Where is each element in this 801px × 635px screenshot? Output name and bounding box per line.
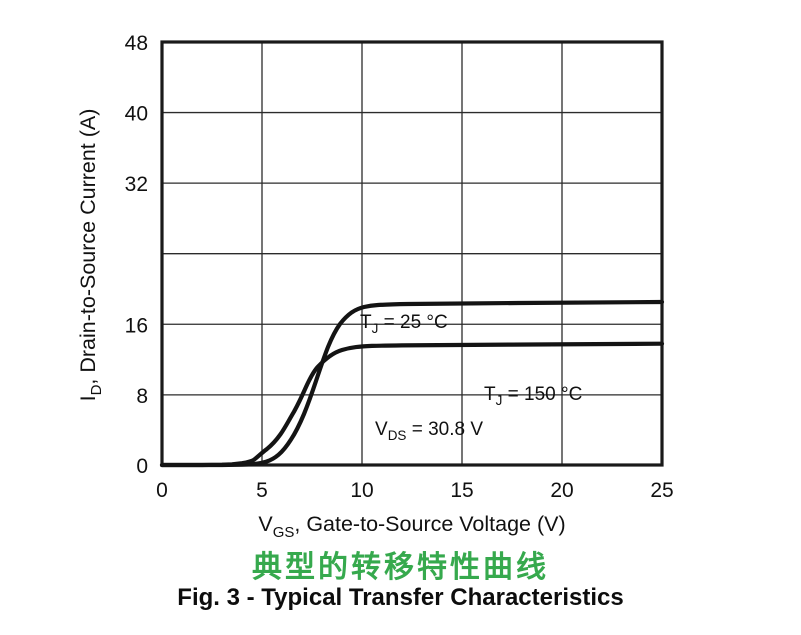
svg-text:ID, Drain-to-Source Current (A: ID, Drain-to-Source Current (A) [76, 109, 105, 402]
y-axis-title-main: I [76, 395, 100, 401]
x-tick-10: 10 [350, 479, 373, 502]
annot-tj150-main: T [484, 384, 496, 405]
y-tick-labels: 48 40 32 16 8 0 [125, 32, 148, 478]
x-tick-25: 25 [650, 479, 673, 502]
annot-vds-sub: DS [388, 428, 407, 443]
y-axis-title: ID, Drain-to-Source Current (A) [76, 109, 105, 402]
annotation-vds: VDS = 30.8 V [375, 419, 483, 443]
x-axis-title-sub: GS [273, 524, 295, 541]
svg-text:VDS = 30.8 V: VDS = 30.8 V [375, 419, 483, 443]
svg-text:TJ = 150 °C: TJ = 150 °C [484, 384, 582, 408]
x-tick-20: 20 [550, 479, 573, 502]
x-axis-title-main: V [258, 512, 273, 536]
x-axis-title-rest: , Gate-to-Source Voltage (V) [294, 512, 565, 536]
annot-tj150-rest: = 150 °C [502, 384, 582, 405]
curve-tj-150c [159, 341, 665, 468]
x-tick-5: 5 [256, 479, 268, 502]
y-axis-title-sub: D [88, 384, 105, 395]
y-tick-8: 8 [136, 385, 148, 408]
annot-tj25-main: T [360, 312, 372, 333]
annot-tj25-rest: = 25 °C [378, 312, 447, 333]
y-tick-32: 32 [125, 173, 148, 196]
figure-caption-chinese: 典型的转移特性曲线 [252, 550, 549, 585]
y-tick-16: 16 [125, 314, 148, 337]
annot-vds-rest: = 30.8 V [406, 419, 483, 440]
annotation-tj-25c: TJ = 25 °C [360, 312, 448, 336]
y-axis-title-rest: , Drain-to-Source Current (A) [76, 109, 100, 385]
figure-caption-english: Fig. 3 - Typical Transfer Characteristic… [177, 584, 624, 611]
x-tick-0: 0 [156, 479, 168, 502]
svg-text:TJ = 25 °C: TJ = 25 °C [360, 312, 448, 336]
annot-tj150-sub: J [496, 393, 503, 408]
svg-text:VGS, Gate-to-Source Voltage (V: VGS, Gate-to-Source Voltage (V) [258, 512, 565, 541]
curve-tj-25c [159, 299, 665, 468]
horizontal-gridlines [162, 111, 662, 396]
vertical-gridlines [261, 42, 563, 465]
y-tick-0: 0 [136, 455, 148, 478]
y-tick-48: 48 [125, 32, 148, 55]
y-tick-40: 40 [125, 103, 148, 126]
annotation-tj-150c: TJ = 150 °C [484, 384, 582, 408]
x-tick-labels: 0 5 10 15 20 25 [156, 479, 674, 502]
x-axis-title: VGS, Gate-to-Source Voltage (V) [258, 512, 565, 541]
x-tick-15: 15 [450, 479, 473, 502]
annot-vds-main: V [375, 419, 388, 440]
annot-tj25-sub: J [372, 321, 379, 336]
plot-frame [160, 40, 664, 467]
